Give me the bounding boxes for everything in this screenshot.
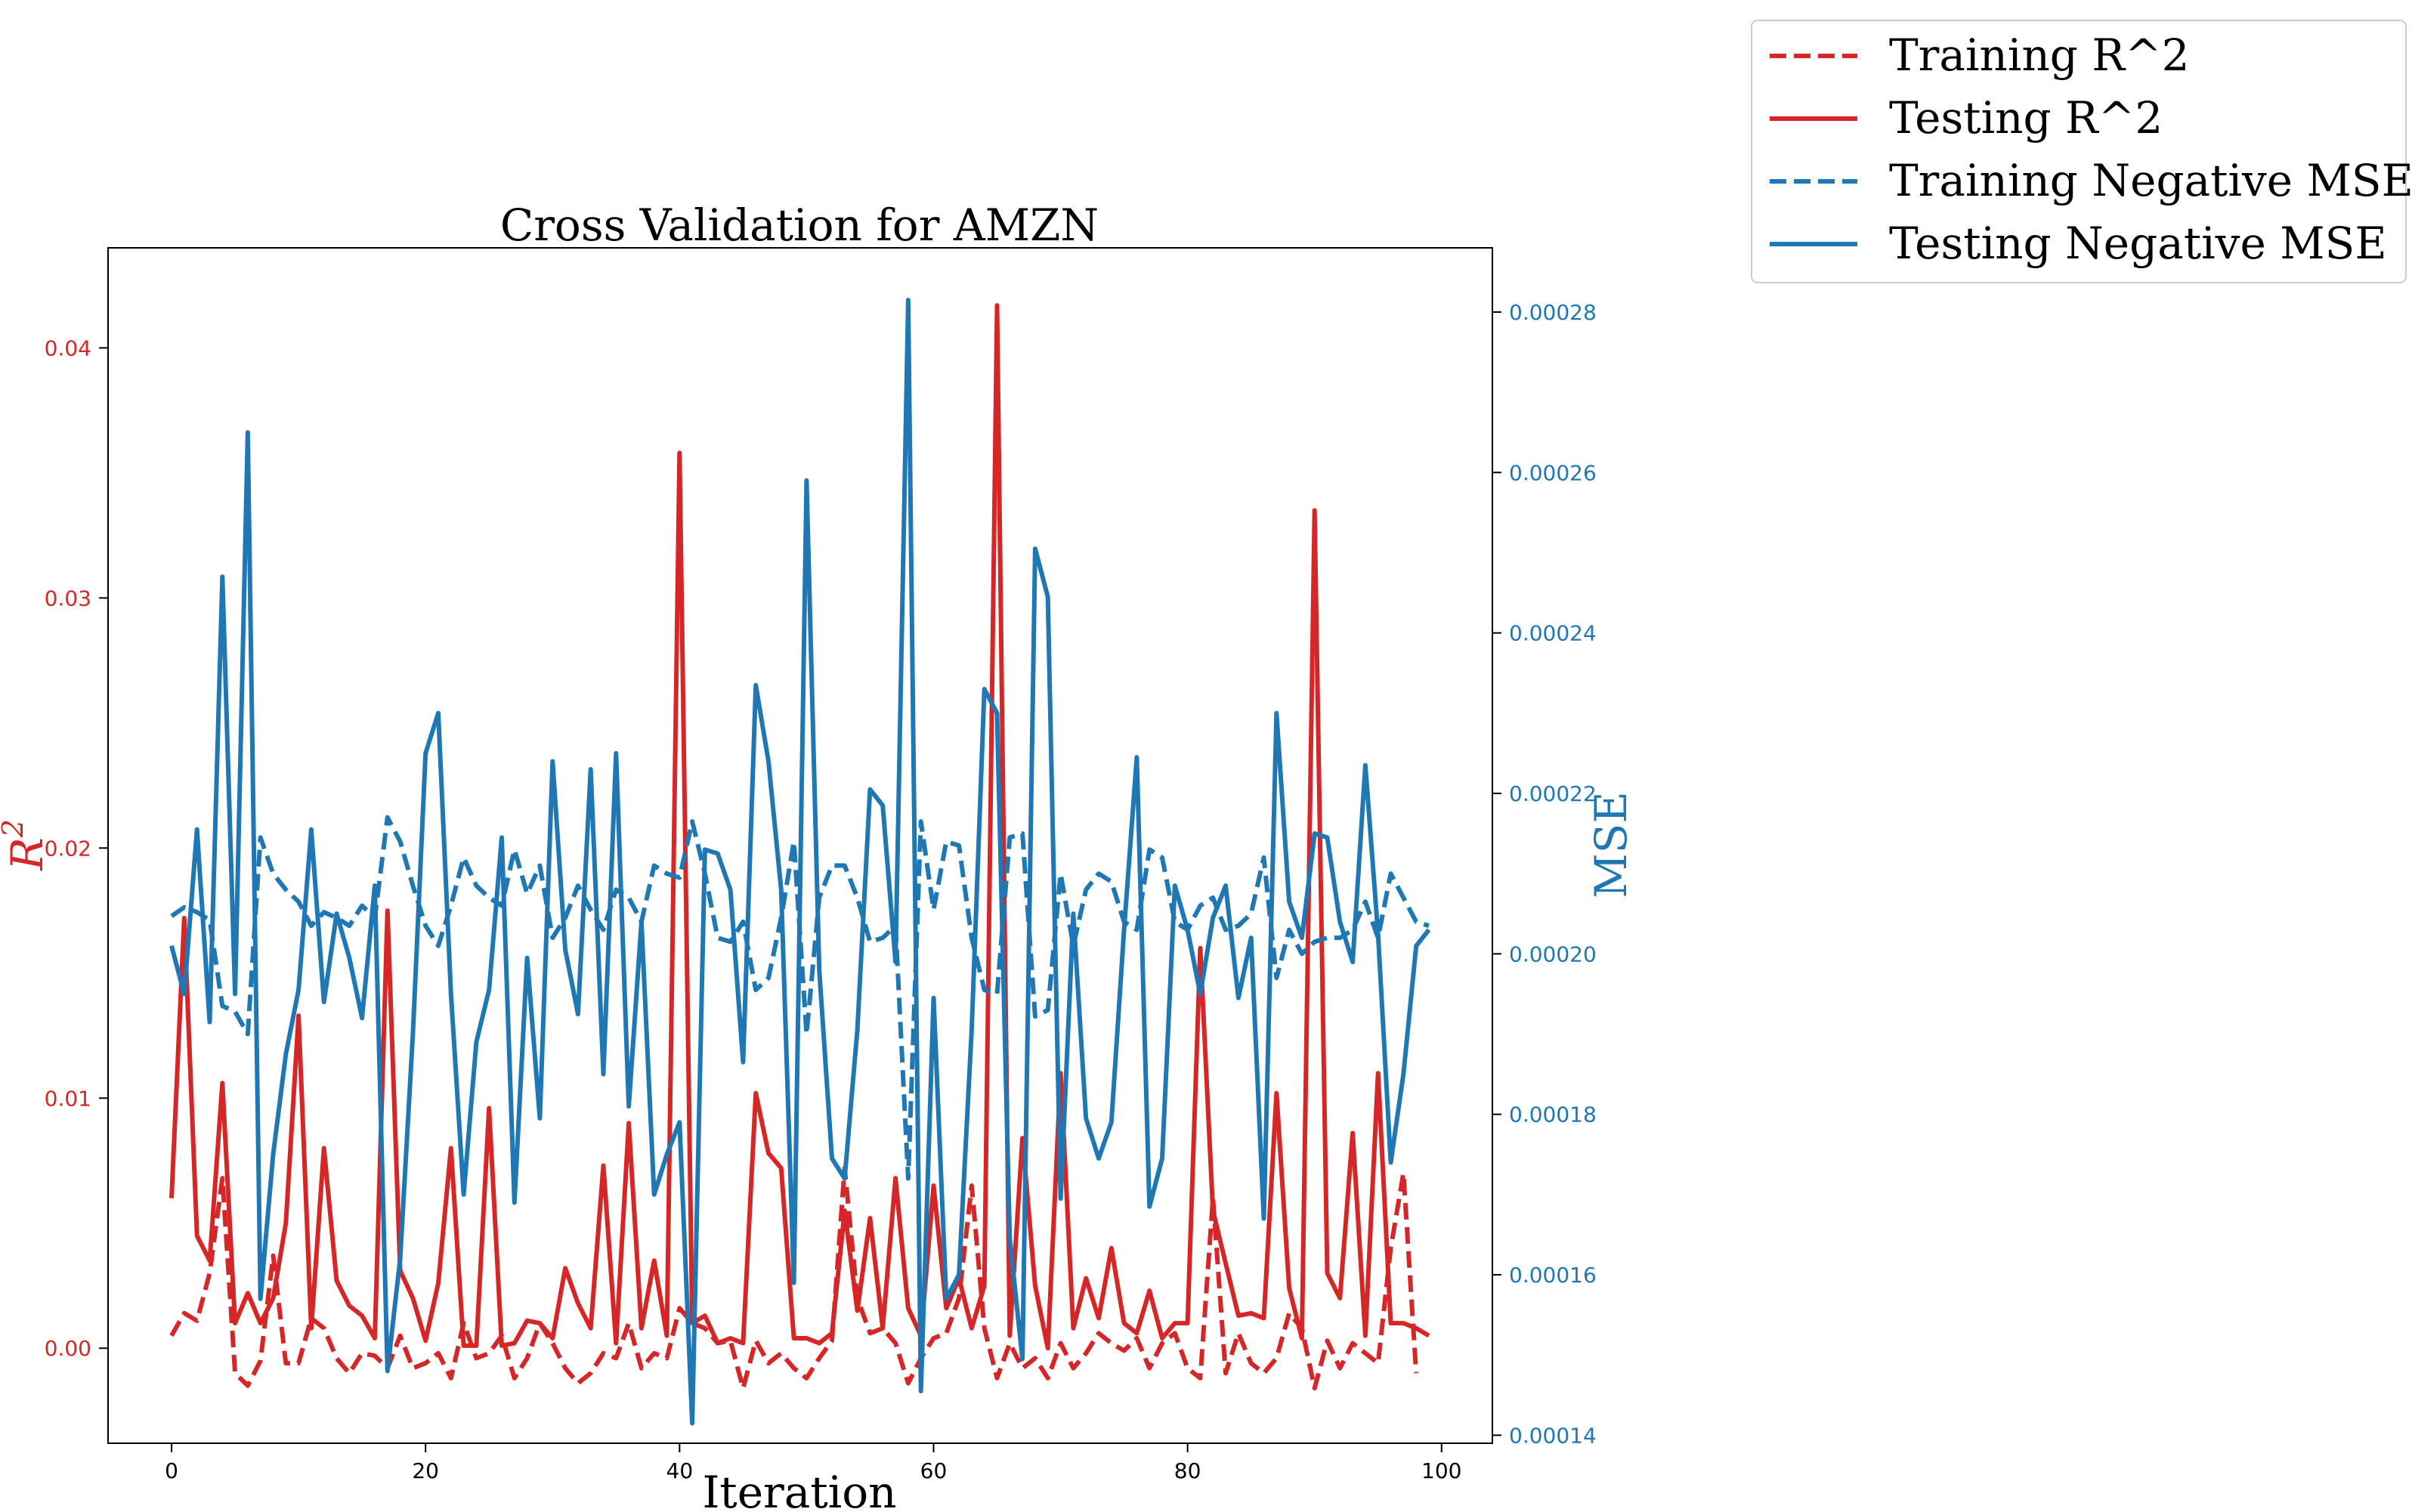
y-right-tick-label: 0.00028 — [1509, 300, 1597, 325]
x-tick-label: 0 — [165, 1458, 178, 1483]
x-axis: 0 20 40 60 80 100 — [165, 1443, 1461, 1483]
y-right-tick-label: 0.00016 — [1509, 1263, 1597, 1288]
legend-label-3: Training Negative MSE — [1889, 155, 2413, 206]
x-tick-label: 80 — [1174, 1458, 1201, 1483]
y-left-tick-label: 0.00 — [45, 1336, 91, 1361]
plot-lines — [169, 298, 1431, 1426]
y-right-tick-label: 0.00014 — [1509, 1423, 1597, 1448]
legend-label-1: Training R^2 — [1889, 29, 2190, 81]
legend-frame — [1751, 20, 2407, 283]
y-axis-right-label: MSE — [1585, 791, 1637, 898]
y-right-tick-label: 0.00022 — [1509, 781, 1597, 806]
series-line-4 — [169, 298, 1431, 1426]
y-right-tick-label: 0.00024 — [1509, 621, 1597, 646]
y-right-tick-label: 0.00020 — [1509, 942, 1597, 966]
legend: Training R^2 Testing R^2 Training Negative… — [1751, 20, 2413, 283]
plot-frame — [107, 247, 1493, 1444]
y-right-tick-label: 0.00018 — [1509, 1102, 1597, 1127]
y-left-tick-label: 0.01 — [45, 1086, 91, 1111]
x-tick-label: 60 — [920, 1458, 948, 1483]
y-axis-right: 0.00014 0.00016 0.00018 0.00020 0.00022 0.000… — [1492, 300, 1597, 1448]
y-axis-left: 0.00 0.01 0.02 0.03 0.04 — [45, 335, 108, 1361]
y-left-tick-label: 0.03 — [45, 586, 91, 611]
x-axis-label: Iteration — [703, 1467, 897, 1512]
y-left-label-exp: 2 — [0, 819, 29, 838]
x-tick-label: 20 — [412, 1458, 439, 1483]
series-line-1 — [169, 1165, 1419, 1391]
y-axis-left-label: R2 — [0, 819, 53, 871]
legend-items: Training R^2 Testing R^2 Training Negative… — [1770, 29, 2413, 269]
legend-label-2: Testing R^2 — [1889, 92, 2163, 144]
y-left-tick-label: 0.04 — [45, 335, 91, 360]
x-tick-label: 100 — [1421, 1458, 1461, 1483]
y-right-tick-label: 0.00026 — [1509, 460, 1597, 485]
legend-label-4: Testing Negative MSE — [1889, 218, 2387, 269]
chart-title: Cross Validation for AMZN — [500, 199, 1099, 251]
x-tick-label: 40 — [666, 1458, 694, 1483]
y-left-tick-label: 0.02 — [45, 836, 91, 861]
series-line-3 — [170, 815, 1430, 1181]
y-left-label-r: R — [2, 837, 53, 871]
